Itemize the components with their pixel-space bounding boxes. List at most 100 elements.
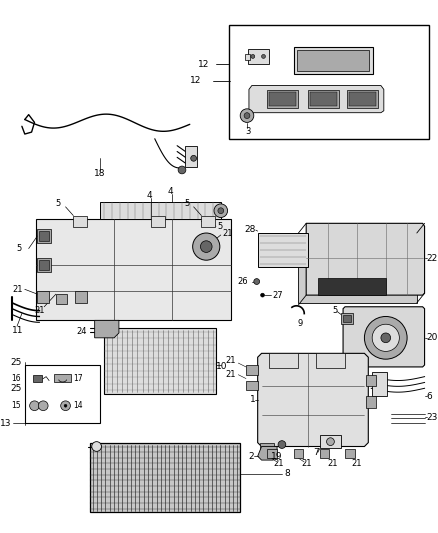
- Bar: [267, 91, 298, 108]
- Text: 8: 8: [284, 469, 290, 478]
- Circle shape: [278, 441, 286, 448]
- Text: 11: 11: [12, 326, 24, 335]
- Bar: [316, 353, 345, 368]
- Bar: [366, 375, 376, 386]
- Bar: [308, 91, 339, 108]
- Bar: [293, 449, 303, 458]
- Bar: [39, 231, 49, 241]
- Circle shape: [191, 156, 197, 161]
- Bar: [73, 215, 87, 227]
- Text: 19: 19: [271, 451, 283, 461]
- Bar: [343, 314, 351, 322]
- Circle shape: [244, 112, 250, 118]
- Bar: [90, 442, 240, 513]
- Text: 21: 21: [301, 459, 311, 469]
- Text: 4: 4: [146, 191, 152, 200]
- Text: 9: 9: [298, 319, 303, 328]
- Text: 15: 15: [11, 401, 21, 410]
- Text: 16: 16: [11, 374, 21, 383]
- Text: 18: 18: [94, 169, 105, 179]
- Polygon shape: [258, 447, 277, 460]
- Bar: [269, 353, 298, 368]
- Circle shape: [193, 233, 220, 260]
- Text: 21: 21: [226, 356, 237, 365]
- Text: 21: 21: [12, 285, 23, 294]
- Bar: [37, 291, 49, 303]
- Bar: [320, 449, 329, 458]
- Polygon shape: [258, 353, 368, 447]
- Polygon shape: [298, 233, 417, 303]
- Polygon shape: [95, 320, 119, 338]
- Bar: [37, 259, 51, 272]
- Circle shape: [372, 324, 399, 351]
- Circle shape: [261, 293, 265, 297]
- Bar: [320, 435, 341, 448]
- Bar: [269, 92, 297, 106]
- Bar: [104, 328, 216, 394]
- Bar: [75, 291, 87, 303]
- Text: 25: 25: [11, 384, 22, 393]
- Circle shape: [251, 54, 255, 58]
- Text: 17: 17: [73, 374, 83, 383]
- Text: 5: 5: [217, 222, 222, 231]
- Text: 5: 5: [184, 199, 190, 208]
- Circle shape: [201, 241, 212, 253]
- Bar: [293, 47, 373, 74]
- Text: 21: 21: [274, 459, 284, 469]
- Bar: [246, 381, 258, 390]
- Text: 22: 22: [427, 254, 438, 263]
- Bar: [25, 365, 99, 423]
- Bar: [260, 442, 274, 454]
- Circle shape: [178, 166, 186, 174]
- Circle shape: [64, 405, 67, 407]
- Bar: [56, 294, 67, 304]
- Text: 3: 3: [245, 127, 251, 135]
- Text: 20: 20: [427, 333, 438, 342]
- Text: 21: 21: [226, 370, 237, 379]
- Polygon shape: [343, 307, 424, 367]
- Circle shape: [327, 438, 334, 446]
- Text: 2: 2: [248, 451, 254, 461]
- Bar: [246, 365, 258, 375]
- Circle shape: [381, 333, 391, 343]
- Circle shape: [61, 401, 71, 410]
- Bar: [341, 312, 353, 324]
- Circle shape: [214, 204, 228, 217]
- Bar: [297, 50, 369, 71]
- Bar: [366, 396, 376, 408]
- Polygon shape: [306, 223, 424, 295]
- Bar: [32, 375, 42, 383]
- Bar: [258, 233, 308, 267]
- Circle shape: [240, 109, 254, 123]
- Text: 1: 1: [250, 395, 256, 405]
- Polygon shape: [249, 85, 384, 112]
- Text: 12: 12: [190, 76, 201, 85]
- Bar: [151, 215, 165, 227]
- Circle shape: [364, 317, 407, 359]
- Text: 21: 21: [351, 459, 362, 469]
- Bar: [349, 92, 376, 106]
- Text: 25: 25: [11, 358, 22, 367]
- Text: 23: 23: [427, 413, 438, 422]
- Bar: [372, 372, 387, 396]
- Bar: [229, 26, 429, 139]
- Bar: [201, 215, 215, 227]
- Circle shape: [218, 208, 224, 214]
- Text: 21: 21: [223, 229, 233, 238]
- Bar: [39, 260, 49, 270]
- Bar: [267, 449, 277, 458]
- Bar: [245, 53, 250, 60]
- Bar: [347, 91, 378, 108]
- Bar: [99, 202, 221, 220]
- Circle shape: [39, 401, 48, 410]
- Circle shape: [30, 401, 39, 410]
- Text: 21: 21: [327, 459, 338, 469]
- Bar: [345, 449, 355, 458]
- Text: 27: 27: [272, 290, 283, 300]
- Text: 24: 24: [76, 327, 87, 336]
- Text: 10: 10: [216, 362, 227, 372]
- Circle shape: [254, 279, 260, 285]
- Bar: [54, 374, 71, 383]
- Text: 6: 6: [427, 392, 432, 400]
- Bar: [248, 49, 269, 64]
